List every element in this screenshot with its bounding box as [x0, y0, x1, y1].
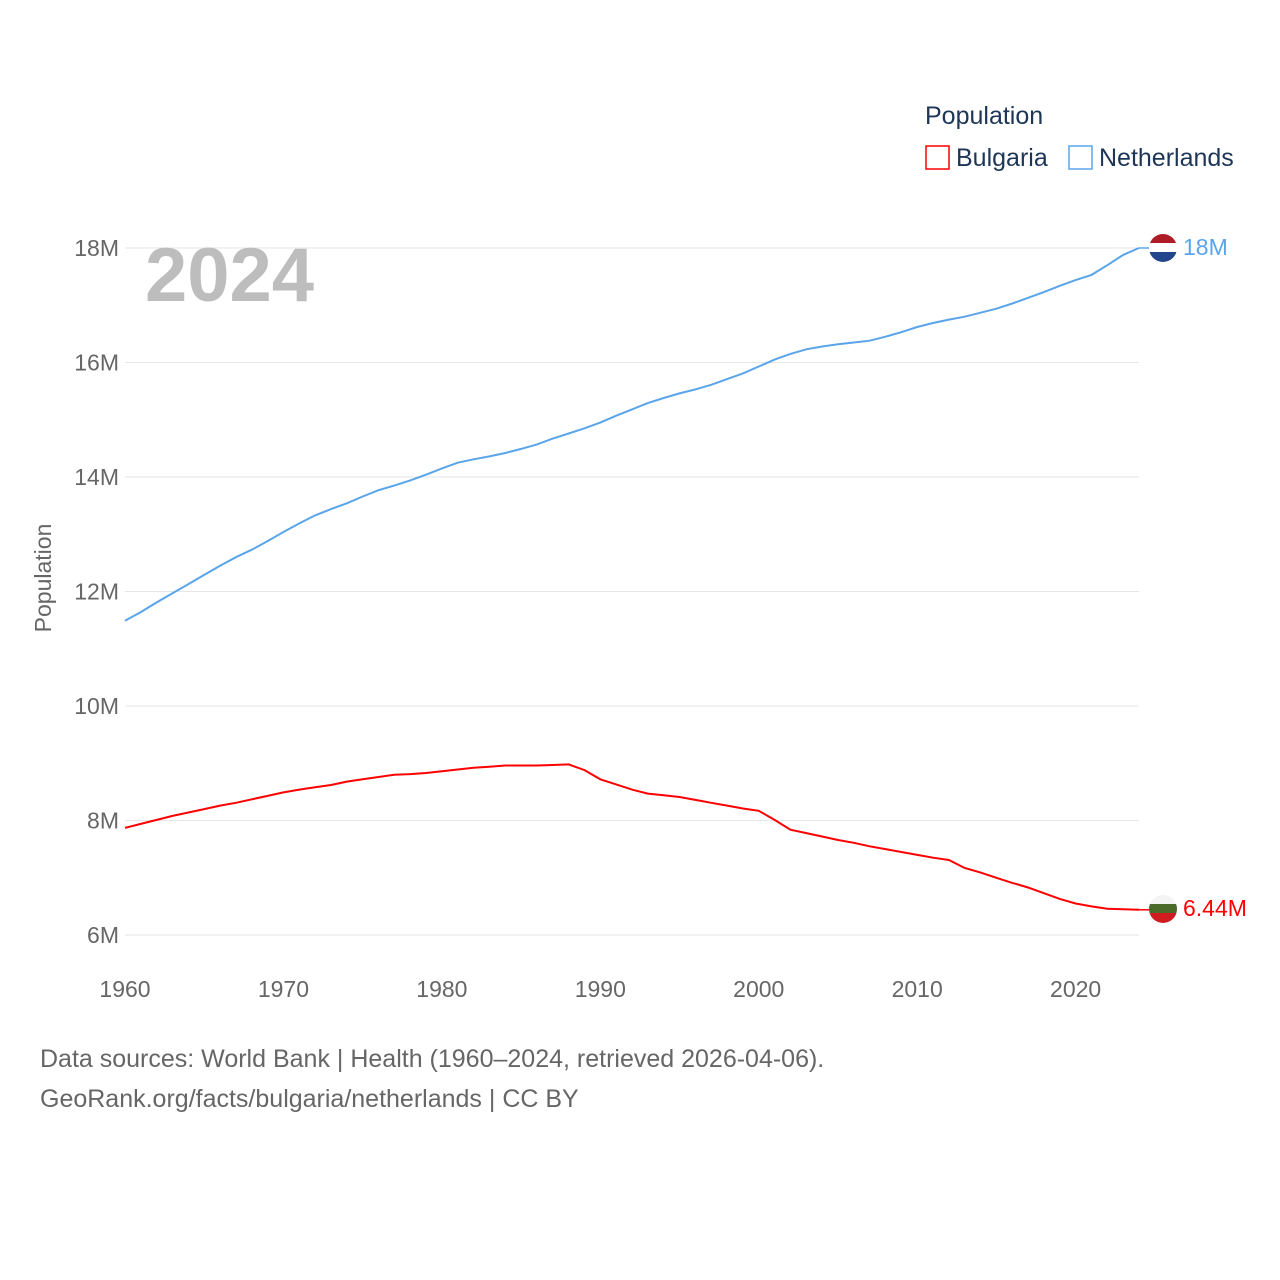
- legend-title: Population: [925, 102, 1043, 130]
- y-axis-title: Population: [30, 524, 56, 633]
- x-tick-label: 2010: [892, 976, 943, 1002]
- y-tick-label: 10M: [74, 693, 119, 719]
- legend-swatch-netherlands: [1068, 145, 1093, 170]
- x-tick-label: 1960: [99, 976, 150, 1002]
- y-tick-label: 18M: [74, 235, 119, 261]
- legend-item-netherlands[interactable]: Netherlands: [1068, 144, 1234, 172]
- legend-label-netherlands: Netherlands: [1099, 144, 1234, 172]
- legend-label-bulgaria: Bulgaria: [956, 144, 1048, 172]
- x-tick-label: 2020: [1050, 976, 1101, 1002]
- legend-item-bulgaria[interactable]: Bulgaria: [925, 144, 1048, 172]
- x-tick-label: 1980: [416, 976, 467, 1002]
- x-tick-label: 1970: [258, 976, 309, 1002]
- y-tick-label: 6M: [87, 922, 119, 948]
- y-tick-label: 14M: [74, 464, 119, 490]
- line-bulgaria: [124, 763, 1140, 911]
- year-label: 2024: [145, 233, 314, 318]
- y-tick-label: 8M: [87, 808, 119, 834]
- netherlands-flag-icon: [1149, 234, 1177, 262]
- netherlands-end-label: 18M: [1183, 234, 1228, 260]
- footer-attribution[interactable]: GeoRank.org/facts/bulgaria/netherlands |…: [40, 1085, 579, 1113]
- line-netherlands: [124, 247, 1140, 622]
- x-tick-label: 2000: [733, 976, 784, 1002]
- y-tick-label: 16M: [74, 350, 119, 376]
- footer-sources: Data sources: World Bank | Health (1960–…: [40, 1045, 825, 1073]
- x-tick-label: 1990: [575, 976, 626, 1002]
- legend-swatch-bulgaria: [925, 145, 950, 170]
- bulgaria-flag-icon: [1149, 895, 1177, 923]
- bulgaria-end-label: 6.44M: [1183, 895, 1247, 921]
- y-tick-label: 12M: [74, 579, 119, 605]
